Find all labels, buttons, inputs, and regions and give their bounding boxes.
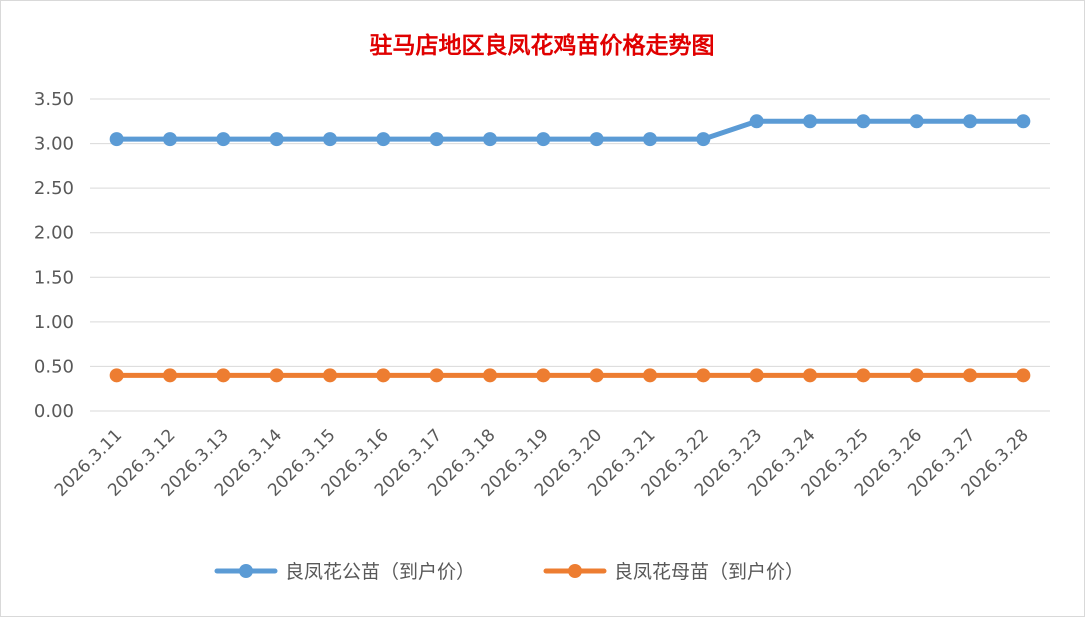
y-tick-label: 0.50 bbox=[34, 356, 74, 377]
y-tick-label: 1.00 bbox=[34, 312, 74, 333]
data-point bbox=[109, 368, 124, 383]
data-point bbox=[269, 132, 284, 147]
data-point bbox=[963, 368, 977, 383]
data-point bbox=[643, 368, 657, 383]
data-point bbox=[269, 368, 284, 383]
data-point bbox=[803, 114, 817, 129]
data-point bbox=[1016, 114, 1031, 129]
y-axis-ticks: 0.00 0.50 1.00 1.50 2.00 2.50 3.00 3.50 bbox=[34, 89, 74, 422]
data-point bbox=[216, 132, 231, 147]
data-point bbox=[856, 114, 871, 129]
data-point bbox=[163, 132, 177, 147]
data-point bbox=[429, 132, 444, 147]
legend: 良凤花公苗（到户价） 良凤花母苗（到户价） bbox=[214, 561, 804, 583]
legend-label: 良凤花母苗（到户价） bbox=[614, 561, 804, 583]
data-point bbox=[589, 132, 604, 147]
data-point bbox=[856, 368, 871, 383]
legend-swatch-marker bbox=[239, 564, 253, 578]
y-tick-label: 3.00 bbox=[34, 134, 74, 155]
chart-title: 驻马店地区良凤花鸡苗价格走势图 bbox=[370, 32, 715, 59]
x-axis-ticks: 2026.3.112026.3.122026.3.132026.3.142026… bbox=[51, 425, 1033, 500]
data-point bbox=[163, 368, 177, 383]
y-tick-label: 2.50 bbox=[34, 178, 74, 199]
data-point bbox=[909, 368, 924, 383]
data-point bbox=[696, 368, 711, 383]
data-point bbox=[1016, 368, 1031, 383]
data-point bbox=[963, 114, 977, 129]
y-tick-label: 3.50 bbox=[34, 89, 74, 110]
y-tick-label: 1.50 bbox=[34, 267, 74, 288]
data-point bbox=[323, 132, 337, 147]
grid-lines bbox=[90, 98, 1050, 412]
data-point bbox=[803, 368, 817, 383]
data-point bbox=[483, 368, 497, 383]
data-point bbox=[216, 368, 231, 383]
data-point bbox=[109, 132, 124, 147]
data-point bbox=[429, 368, 444, 383]
series-layer bbox=[109, 114, 1031, 383]
data-point bbox=[376, 368, 391, 383]
y-tick-label: 2.00 bbox=[34, 223, 74, 244]
data-point bbox=[909, 114, 924, 129]
y-tick-label: 0.00 bbox=[34, 401, 74, 422]
legend-label: 良凤花公苗（到户价） bbox=[285, 561, 475, 583]
series-line-1 bbox=[114, 118, 1026, 142]
data-point bbox=[376, 132, 391, 147]
data-point bbox=[483, 132, 497, 147]
legend-swatch-marker bbox=[568, 564, 582, 578]
data-point bbox=[589, 368, 604, 383]
data-point bbox=[749, 368, 764, 383]
data-point bbox=[749, 114, 764, 129]
data-point bbox=[643, 132, 657, 147]
data-point bbox=[536, 132, 551, 147]
data-point bbox=[696, 132, 711, 147]
data-point bbox=[323, 368, 337, 383]
data-point bbox=[536, 368, 551, 383]
